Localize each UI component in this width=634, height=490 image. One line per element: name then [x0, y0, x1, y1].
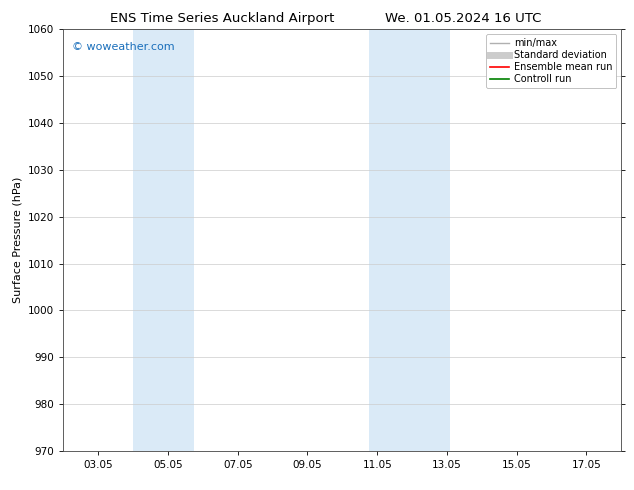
Bar: [368, 29, 450, 451]
Text: We. 01.05.2024 16 UTC: We. 01.05.2024 16 UTC: [385, 12, 541, 25]
Y-axis label: Surface Pressure (hPa): Surface Pressure (hPa): [13, 177, 23, 303]
Legend: min/max, Standard deviation, Ensemble mean run, Controll run: min/max, Standard deviation, Ensemble me…: [486, 34, 616, 88]
Text: ENS Time Series Auckland Airport: ENS Time Series Auckland Airport: [110, 12, 334, 25]
Bar: [133, 29, 194, 451]
Text: © woweather.com: © woweather.com: [72, 42, 174, 52]
